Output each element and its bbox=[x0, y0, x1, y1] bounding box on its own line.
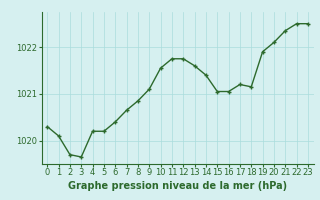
X-axis label: Graphe pression niveau de la mer (hPa): Graphe pression niveau de la mer (hPa) bbox=[68, 181, 287, 191]
